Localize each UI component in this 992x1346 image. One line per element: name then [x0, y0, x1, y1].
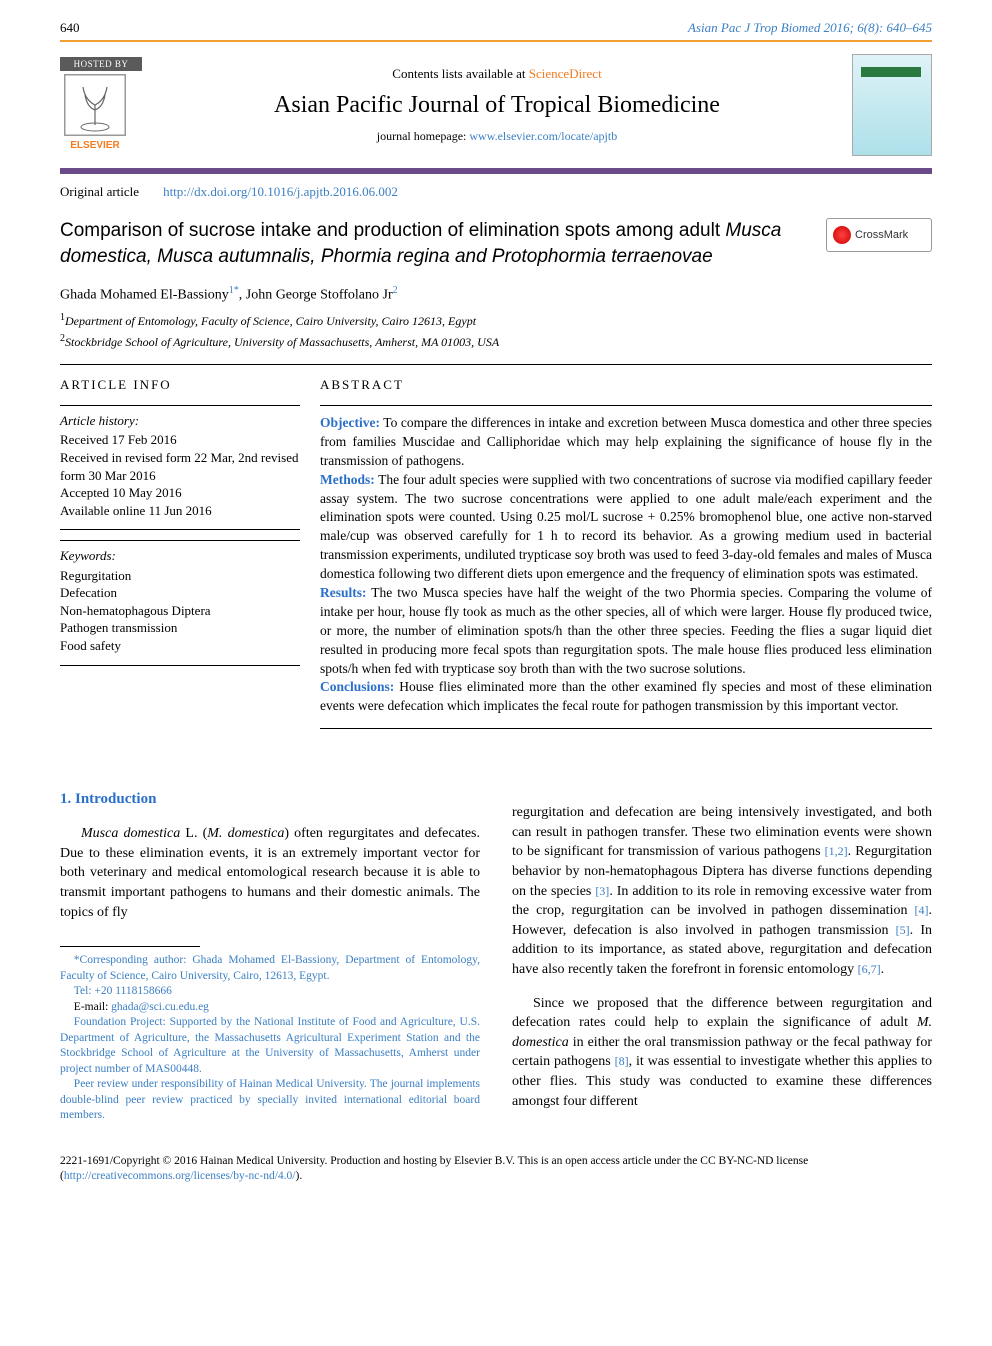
sciencedirect-link[interactable]: ScienceDirect [529, 66, 602, 81]
ref-3[interactable]: [3] [595, 884, 609, 898]
p3-a: Since we proposed that the difference be… [512, 996, 932, 1031]
article-title: Comparison of sucrose intake and product… [60, 218, 806, 269]
author-sep: , [239, 288, 246, 303]
methods-text: The four adult species were supplied wit… [320, 472, 932, 581]
objective-text: To compare the differences in intake and… [320, 415, 932, 468]
homepage-line: journal homepage: www.elsevier.com/locat… [158, 129, 836, 144]
keyword-3: Non-hematophagous Diptera [60, 602, 300, 620]
introduction-heading: 1. Introduction [60, 789, 480, 810]
email-line: E-mail: ghada@sci.cu.edu.eg [60, 1000, 480, 1016]
peer-review-note: Peer review under responsibility of Hain… [60, 1077, 480, 1124]
license-link[interactable]: http://creativecommons.org/licenses/by-n… [64, 1170, 296, 1182]
article-type-row: Original article http://dx.doi.org/10.10… [60, 184, 932, 200]
affiliation-2: 2Stockbridge School of Agriculture, Univ… [60, 333, 932, 350]
abstract-column: ABSTRACT Objective: To compare the diffe… [320, 377, 932, 729]
title-plain: Comparison of sucrose intake and product… [60, 220, 725, 241]
email-address[interactable]: ghada@sci.cu.edu.eg [111, 1001, 209, 1013]
crossmark-icon [833, 226, 851, 244]
online-date: Available online 11 Jun 2016 [60, 502, 300, 520]
p1-c: M. domestica [207, 826, 284, 841]
ref-4[interactable]: [4] [915, 903, 929, 917]
conclusions-label: Conclusions: [320, 679, 394, 694]
p1-b: L. ( [180, 826, 207, 841]
email-label: E-mail: [74, 1001, 111, 1013]
keywords-label: Keywords: [60, 547, 300, 565]
foundation-project: Foundation Project: Supported by the Nat… [60, 1015, 480, 1077]
intro-para-1: Musca domestica L. (M. domestica) often … [60, 824, 480, 922]
received-date: Received 17 Feb 2016 [60, 431, 300, 449]
copyright-note: 2221-1691/Copyright © 2016 Hainan Medica… [60, 1154, 932, 1184]
keyword-5: Food safety [60, 637, 300, 655]
info-abstract-wrap: ARTICLE INFO Article history: Received 1… [60, 364, 932, 729]
keyword-1: Regurgitation [60, 567, 300, 585]
ref-8[interactable]: [8] [615, 1054, 629, 1068]
aff1-text: Department of Entomology, Faculty of Sci… [65, 314, 476, 328]
crossmark-badge[interactable]: CrossMark [826, 218, 932, 252]
header-center: Contents lists available at ScienceDirec… [158, 66, 836, 144]
homepage-link[interactable]: www.elsevier.com/locate/apjtb [469, 129, 617, 143]
author-2: John George Stoffolano Jr [246, 288, 393, 303]
keyword-2: Defecation [60, 584, 300, 602]
intro-para-2: regurgitation and defecation are being i… [512, 803, 932, 979]
history-label: Article history: [60, 412, 300, 430]
journal-header: HOSTED BY ELSEVIER Contents lists availa… [60, 40, 932, 174]
conclusions-text: House flies eliminated more than the oth… [320, 679, 932, 713]
article-info-column: ARTICLE INFO Article history: Received 1… [60, 377, 320, 729]
objective-label: Objective: [320, 415, 380, 430]
journal-name: Asian Pacific Journal of Tropical Biomed… [158, 92, 836, 119]
citation-link[interactable]: Asian Pac J Trop Biomed 2016; 6(8): 640–… [688, 20, 932, 36]
abstract-heading: ABSTRACT [320, 377, 932, 393]
crossmark-label: CrossMark [855, 229, 908, 241]
article-history: Article history: Received 17 Feb 2016 Re… [60, 405, 300, 530]
results-text: The two Musca species have half the weig… [320, 585, 932, 676]
elsevier-logo: ELSEVIER [60, 71, 130, 153]
article-type: Original article [60, 184, 139, 200]
left-column: 1. Introduction Musca domestica L. (M. d… [60, 789, 480, 1124]
hosted-by-badge: HOSTED BY [60, 57, 142, 71]
footnote-separator [60, 946, 200, 947]
page-number: 640 [60, 20, 80, 36]
corresponding-author: *Corresponding author: Ghada Mohamed El-… [60, 953, 480, 984]
contents-available-line: Contents lists available at ScienceDirec… [158, 66, 836, 82]
right-column: regurgitation and defecation are being i… [512, 789, 932, 1124]
p1-a: Musca domestica [81, 826, 180, 841]
ref-5[interactable]: [5] [896, 923, 910, 937]
ref-1-2[interactable]: [1,2] [825, 844, 848, 858]
aff2-text: Stockbridge School of Agriculture, Unive… [65, 335, 499, 349]
contents-prefix: Contents lists available at [392, 66, 528, 81]
elsevier-tree-icon [64, 74, 126, 136]
article-info-heading: ARTICLE INFO [60, 377, 300, 393]
revised-date: Received in revised form 22 Mar, 2nd rev… [60, 449, 300, 484]
authors: Ghada Mohamed El-Bassiony1*, John George… [60, 285, 932, 304]
keywords-block: Keywords: Regurgitation Defecation Non-h… [60, 540, 300, 665]
elsevier-wordmark: ELSEVIER [70, 140, 119, 151]
running-head: 640 Asian Pac J Trop Biomed 2016; 6(8): … [60, 20, 932, 36]
copyright-close: ). [296, 1170, 303, 1182]
homepage-label: journal homepage: [377, 129, 470, 143]
footnotes: *Corresponding author: Ghada Mohamed El-… [60, 953, 480, 1124]
ref-6-7[interactable]: [6,7] [858, 962, 881, 976]
author-1-sup: 1* [229, 285, 239, 296]
methods-label: Methods: [320, 472, 375, 487]
intro-para-3: Since we proposed that the difference be… [512, 994, 932, 1112]
author-2-sup: 2 [393, 285, 398, 296]
results-label: Results: [320, 585, 367, 600]
author-1: Ghada Mohamed El-Bassiony [60, 288, 229, 303]
abstract-body: Objective: To compare the differences in… [320, 405, 932, 729]
affiliation-1: 1Department of Entomology, Faculty of Sc… [60, 312, 932, 329]
page: 640 Asian Pac J Trop Biomed 2016; 6(8): … [0, 0, 992, 1214]
tel: Tel: +20 1118158666 [60, 984, 480, 1000]
publisher-block: HOSTED BY ELSEVIER [60, 57, 142, 153]
p2-f: . [881, 962, 885, 977]
accepted-date: Accepted 10 May 2016 [60, 484, 300, 502]
body-columns: 1. Introduction Musca domestica L. (M. d… [60, 789, 932, 1124]
doi-link[interactable]: http://dx.doi.org/10.1016/j.apjtb.2016.0… [163, 184, 398, 200]
title-row: Comparison of sucrose intake and product… [60, 218, 932, 269]
journal-cover-thumbnail [852, 54, 932, 156]
keyword-4: Pathogen transmission [60, 619, 300, 637]
